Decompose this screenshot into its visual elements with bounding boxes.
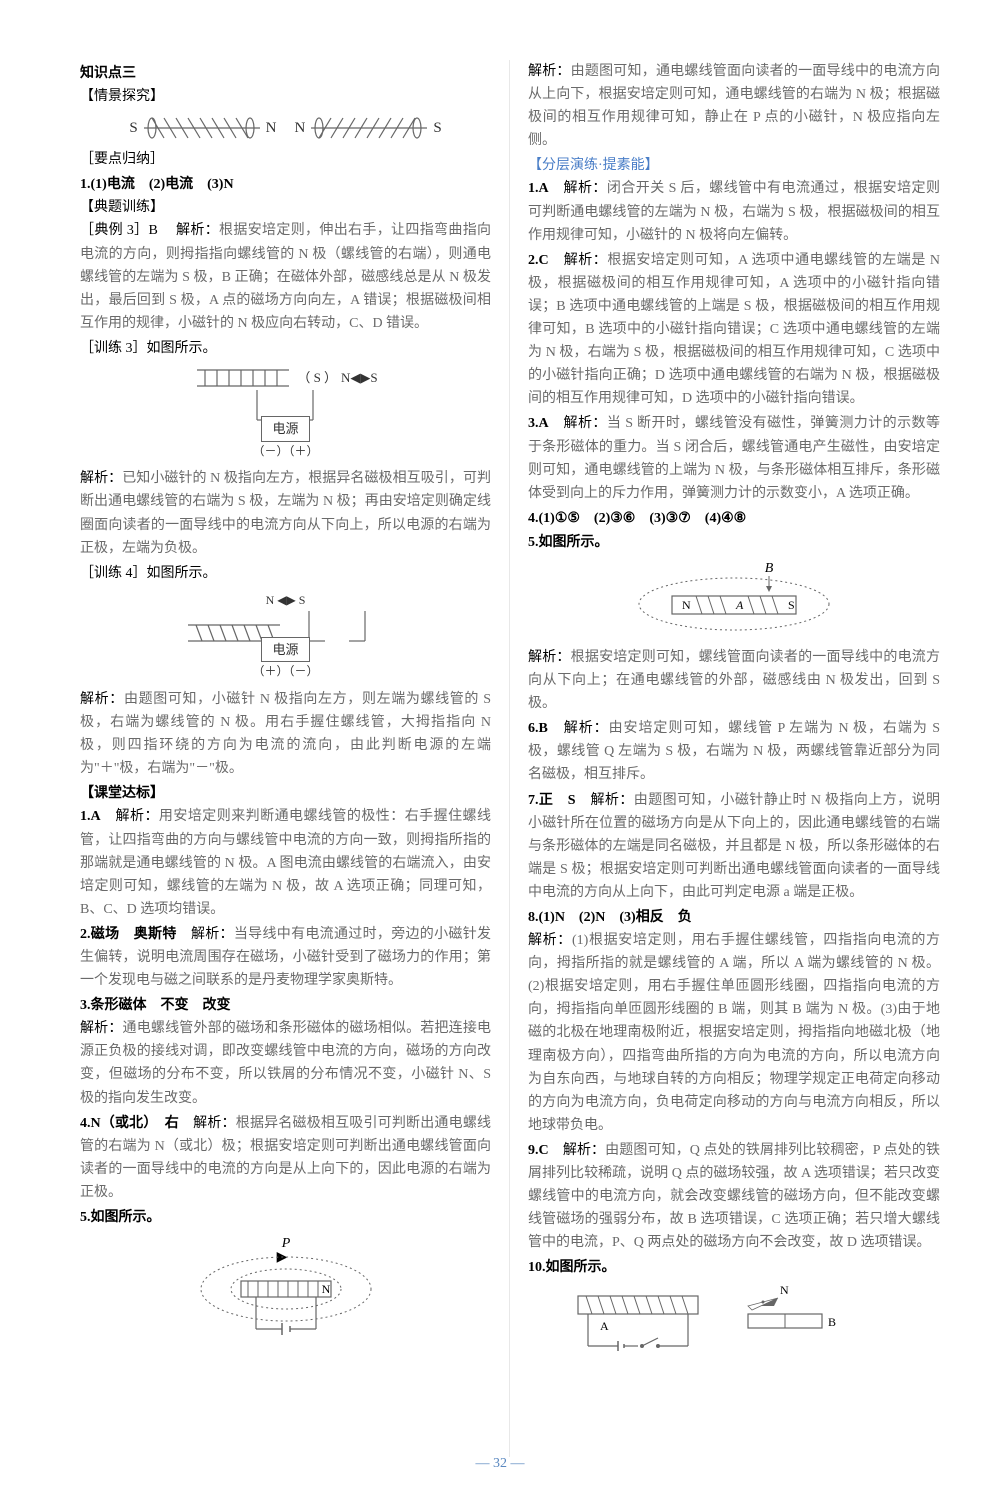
train3-diagram: （ S ） N◀▶S 电源 （－）（＋） xyxy=(80,366,491,461)
train4-src: 电源 xyxy=(261,637,309,662)
svg-text:N: N xyxy=(682,598,691,612)
svg-text:S: S xyxy=(788,598,795,612)
svg-text:N: N xyxy=(321,1282,330,1296)
top-para: 解析：由题图可知，通电螺线管面向读者的一面导线中的电流方向从上向下，根据安培定则… xyxy=(528,60,940,152)
label-S: S xyxy=(129,116,137,141)
r8: 8.(1)N (2)N (3)相反 负 解析：(1)根据安培定则，用右手握住螺线… xyxy=(528,906,940,1137)
q5-diagram: P ▶ N xyxy=(80,1235,491,1345)
coil-right xyxy=(309,114,429,142)
r6: 6.B 解析：由安培定则可知，螺线管 P 左端为 N 极，右端为 S 极，螺线管… xyxy=(528,717,940,786)
train4-hdr: ［训练 4］如图所示。 xyxy=(80,562,491,585)
r4: 4.(1)①⑤ (2)③⑥ (3)③⑦ (4)④⑧ xyxy=(528,507,940,530)
r10-diagram: A N B xyxy=(528,1286,940,1366)
svg-text:B: B xyxy=(828,1315,836,1329)
r3: 3.A 解析：当 S 断开时，螺线管没有磁性，弹簧测力计的示数等于条形磁体的重力… xyxy=(528,412,940,504)
layer-hdr: 【分层演练·提素能】 xyxy=(528,154,940,177)
page-number: 32 xyxy=(476,1452,525,1475)
label-S2: S xyxy=(433,116,441,141)
train3-NS: N◀▶S xyxy=(341,367,378,388)
train4-diagram: N ◀▶ S 电源 xyxy=(80,591,491,682)
train4-para: 解析：由题图可知，小磁针 N 极指向左方，则左端为螺线管的 S 极，右端为螺线管… xyxy=(80,688,491,780)
q4: 4.N（或北） 右 解析：根据异名磁极相互吸引可判断出通电螺线管的右端为 N（或… xyxy=(80,1112,491,1204)
q3: 3.条形磁体 不变 改变 解析：通电螺线管外部的磁场和条形磁体的磁场相似。若把连… xyxy=(80,994,491,1109)
q5-label: 5.如图所示。 xyxy=(80,1206,491,1229)
r9: 9.C 解析：由题图可知，Q 点处的铁屑排列比较稠密，P 点处的铁屑排列比较稀疏… xyxy=(528,1139,940,1254)
q5-P: P xyxy=(280,1236,290,1251)
train3-src: 电源 xyxy=(261,416,309,441)
label-N2: N xyxy=(295,116,306,141)
r7: 7.正 S 解析：由题图可知，小磁针静止时 N 极指向上方，说明小磁针所在位置的… xyxy=(528,789,940,904)
svg-text:N: N xyxy=(780,1286,789,1297)
train3-coil xyxy=(193,366,293,390)
point1: 1.(1)电流 (2)电流 (3)N xyxy=(80,173,491,196)
scene-heading: 【情景探究】 xyxy=(80,85,491,108)
kp3-heading: 知识点三 xyxy=(80,62,491,85)
train3-polarity: （－）（＋） xyxy=(193,442,377,462)
train4-NS: N ◀▶ S xyxy=(184,591,388,611)
scene-diagram: S N N xyxy=(80,114,491,142)
coil-left xyxy=(142,114,262,142)
r2: 2.C 解析：根据安培定则可知，A 选项中通电螺线管的左端是 N 极，根据磁极间… xyxy=(528,249,940,411)
ex3-para: ［典例 3］B 解析：根据安培定则，伸出右手，让四指弯曲指向电流的方向，则拇指指… xyxy=(80,219,491,334)
svg-text:B: B xyxy=(765,561,774,576)
ex3-text: 解析：根据安培定则，伸出右手，让四指弯曲指向电流的方向，则拇指指向螺线管的 N … xyxy=(80,223,491,330)
q2: 2.磁场 奥斯特 解析：当导线中有电流通过时，旁边的小磁针发生偏转，说明电流周围… xyxy=(80,923,491,992)
q1: 1.A 解析：用安培定则来判断通电螺线管的极性：右手握住螺线管，让四指弯曲的方向… xyxy=(80,805,491,920)
svg-text:A: A xyxy=(600,1319,609,1333)
r5-para: 解析：根据安培定则可知，螺线管面向读者的一面导线中的电流方向从下向上；在通电螺线… xyxy=(528,646,940,715)
r1: 1.A 解析：闭合开关 S 后，螺线管中有电流通过，根据安培定则可判断通电螺线管… xyxy=(528,177,940,246)
r5-label: 5.如图所示。 xyxy=(528,531,940,554)
class-check-hdr: 【课堂达标】 xyxy=(80,782,491,805)
r10-label: 10.如图所示。 xyxy=(528,1256,940,1279)
train3-right-S: （ S ） xyxy=(297,367,337,388)
svg-text:A: A xyxy=(735,598,744,612)
ex-train-hdr: 【典题训练】 xyxy=(80,196,491,219)
train4-polarity: （＋）（－） xyxy=(184,662,388,682)
ex3-label: ［典例 3］B xyxy=(80,223,158,238)
train3-hdr: ［训练 3］如图所示。 xyxy=(80,337,491,360)
train3-para: 解析：已知小磁针的 N 极指向左方，根据异名磁极相互吸引，可判断出通电螺线管的右… xyxy=(80,467,491,559)
points-hdr: ［要点归纳］ xyxy=(80,148,491,171)
label-N: N xyxy=(266,116,277,141)
r5-diagram: B N A S xyxy=(528,560,940,640)
